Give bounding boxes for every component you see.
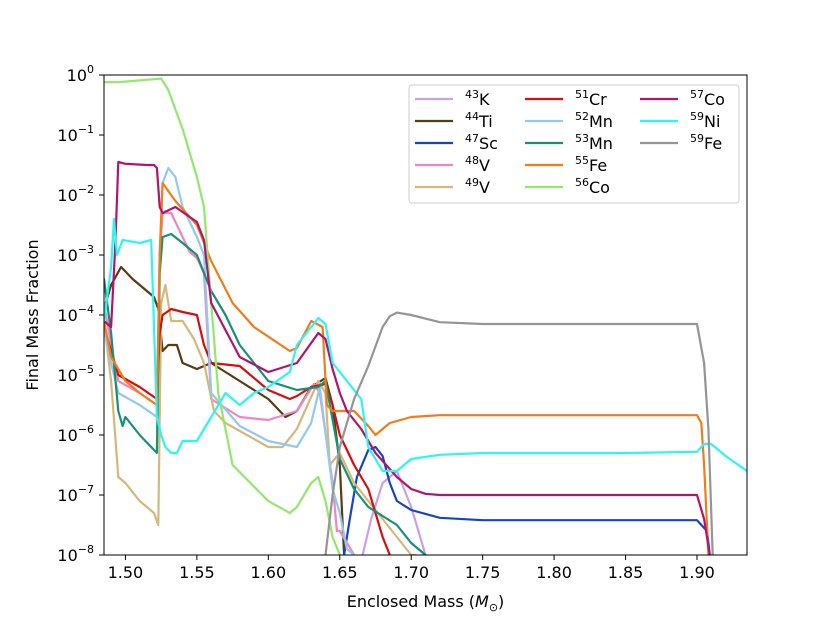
- x-tick-label: 1.80: [536, 563, 572, 582]
- y-axis-label: Final Mass Fraction: [23, 239, 42, 390]
- series-line-49v: [104, 283, 417, 555]
- series-line-44ti: [104, 265, 346, 555]
- legend-label-52mn: 52Mn: [575, 110, 613, 131]
- series-line-59ni: [104, 217, 747, 473]
- x-tick-label: 1.85: [608, 563, 644, 582]
- series-line-59fe: [324, 311, 714, 555]
- legend-label-59ni: 59Ni: [690, 110, 720, 131]
- y-tick-label: 10−7: [57, 483, 94, 505]
- legend-box: [408, 84, 740, 204]
- x-axis-label-sub: ⊙: [489, 601, 498, 614]
- y-tick-label: 10−2: [57, 183, 94, 205]
- series-line-52mn: [104, 166, 356, 555]
- legend-label-57co: 57Co: [690, 88, 725, 109]
- x-tick-label: 1.75: [465, 563, 501, 582]
- legend-label-43k: 43K: [465, 88, 490, 109]
- y-tick-label: 10−6: [57, 423, 94, 445]
- y-tick-label: 10−8: [57, 543, 94, 565]
- series-line-55fe: [104, 181, 710, 555]
- series-layer: [104, 77, 747, 555]
- y-tick-label: 10−5: [57, 363, 94, 385]
- legend-label-44ti: 44Ti: [465, 110, 493, 131]
- x-tick-label: 1.50: [108, 563, 144, 582]
- y-tick-label: 10−3: [57, 243, 94, 265]
- series-line-51cr: [104, 307, 391, 555]
- x-axis-label: Enclosed Mass (M⊙): [347, 592, 505, 614]
- legend-label-59fe: 59Fe: [690, 132, 722, 153]
- series-line-57co: [104, 160, 711, 555]
- series-line-43k: [361, 469, 427, 555]
- series-line-56co: [104, 77, 341, 555]
- y-tick-label: 100: [67, 63, 94, 85]
- legend-label-48v: 48V: [465, 154, 490, 175]
- series-line-47sc: [343, 445, 711, 555]
- x-tick-label: 1.65: [322, 563, 358, 582]
- x-axis-label-text: Enclosed Mass (: [347, 592, 475, 611]
- y-tick-label: 10−1: [57, 123, 94, 145]
- x-tick-label: 1.70: [393, 563, 429, 582]
- legend-label-51cr: 51Cr: [575, 88, 607, 109]
- x-tick-label: 1.90: [679, 563, 715, 582]
- tick-layer: 1.50 1.55 1.60 1.65 1.70 1.75 1.80 1.85 1.90 100 1…: [57, 63, 714, 582]
- x-tick-label: 1.60: [251, 563, 287, 582]
- legend-label-56co: 56Co: [575, 176, 610, 197]
- legend-label-49v: 49V: [465, 176, 490, 197]
- legend-label-53mn: 53Mn: [575, 132, 613, 153]
- x-axis-label-end: ): [498, 592, 504, 611]
- x-axis-label-math: M: [475, 592, 489, 611]
- legend-label-47sc: 47Sc: [465, 132, 498, 153]
- legend-label-55fe: 55Fe: [575, 154, 607, 175]
- y-tick-label: 10−4: [57, 303, 94, 325]
- x-tick-label: 1.55: [179, 563, 215, 582]
